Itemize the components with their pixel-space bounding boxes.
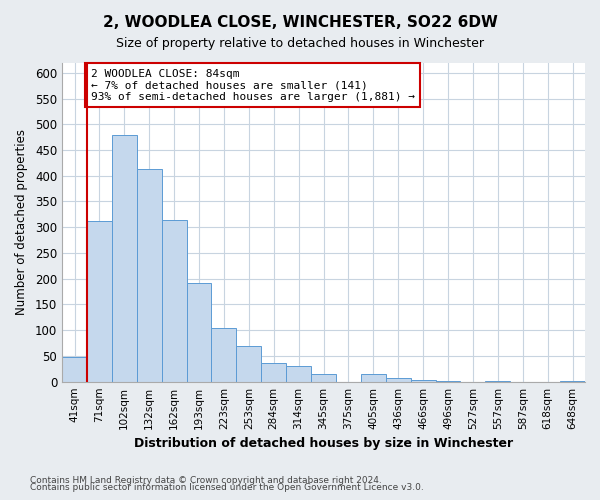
- Bar: [187, 283, 211, 382]
- Bar: [386, 378, 410, 382]
- Text: 2 WOODLEA CLOSE: 84sqm
← 7% of detached houses are smaller (141)
93% of semi-det: 2 WOODLEA CLOSE: 84sqm ← 7% of detached …: [91, 68, 415, 102]
- Bar: [211, 328, 236, 382]
- Bar: [410, 380, 436, 382]
- Bar: [286, 366, 311, 382]
- Bar: [62, 358, 87, 382]
- X-axis label: Distribution of detached houses by size in Winchester: Distribution of detached houses by size …: [134, 437, 513, 450]
- Bar: [112, 134, 137, 382]
- Bar: [560, 381, 585, 382]
- Text: Contains HM Land Registry data © Crown copyright and database right 2024.: Contains HM Land Registry data © Crown c…: [30, 476, 382, 485]
- Bar: [485, 381, 510, 382]
- Bar: [137, 168, 161, 382]
- Bar: [161, 220, 187, 382]
- Text: Contains public sector information licensed under the Open Government Licence v3: Contains public sector information licen…: [30, 484, 424, 492]
- Y-axis label: Number of detached properties: Number of detached properties: [15, 129, 28, 315]
- Bar: [311, 374, 336, 382]
- Text: 2, WOODLEA CLOSE, WINCHESTER, SO22 6DW: 2, WOODLEA CLOSE, WINCHESTER, SO22 6DW: [103, 15, 497, 30]
- Bar: [361, 374, 386, 382]
- Bar: [436, 380, 460, 382]
- Bar: [261, 363, 286, 382]
- Text: Size of property relative to detached houses in Winchester: Size of property relative to detached ho…: [116, 38, 484, 51]
- Bar: [87, 221, 112, 382]
- Bar: [236, 346, 261, 382]
